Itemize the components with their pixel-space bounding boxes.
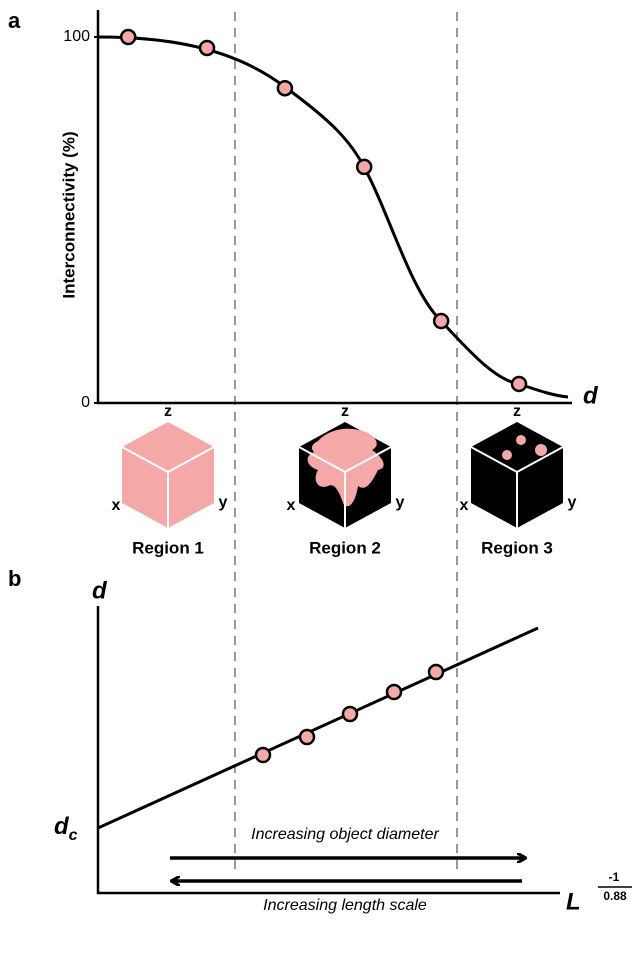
- x-axis-label: L: [566, 888, 581, 915]
- intercept-main: d: [54, 813, 70, 840]
- panel-label: b: [8, 566, 21, 591]
- data-point: [432, 312, 450, 330]
- data-point: [119, 28, 137, 46]
- exponent-num: -1: [609, 870, 620, 884]
- cube-region-1: [121, 422, 215, 528]
- cube-region-3: [470, 422, 564, 528]
- data-point: [510, 375, 528, 393]
- region-label: Region 3: [481, 538, 553, 557]
- data-point: [355, 158, 373, 176]
- trend-points: [254, 663, 445, 764]
- y-tick-label: 0: [81, 394, 90, 411]
- y-axis-label: Interconnectivity (%): [59, 131, 78, 298]
- cube-axis: y: [219, 494, 228, 511]
- y-tick-label: 100: [63, 28, 90, 45]
- data-point: [198, 39, 216, 57]
- cube-axis: x: [460, 497, 469, 514]
- panel-label: a: [8, 8, 21, 33]
- intercept-label: dc: [54, 813, 78, 844]
- cube-axis: y: [396, 494, 405, 511]
- fit-curve: [97, 35, 569, 399]
- intercept-sub: c: [69, 827, 78, 844]
- exponent-den: 0.88: [603, 889, 627, 903]
- y-axis-label: d: [92, 577, 108, 604]
- cube-axis: x: [112, 497, 121, 514]
- cube-axis: z: [513, 403, 521, 420]
- x-axis-label: d: [583, 382, 599, 409]
- trend-line: [97, 626, 539, 830]
- data-point: [276, 79, 294, 97]
- cube-axis: z: [341, 403, 349, 420]
- cube-region-2: [298, 422, 392, 528]
- cube-axis: x: [287, 497, 296, 514]
- arrow-label: Increasing object diameter: [251, 826, 439, 843]
- region-label: Region 2: [309, 538, 381, 557]
- region-label: Region 1: [132, 538, 204, 557]
- cube-axis: z: [164, 403, 172, 420]
- cube-axis: y: [568, 494, 577, 511]
- arrow-label: Increasing length scale: [263, 897, 427, 914]
